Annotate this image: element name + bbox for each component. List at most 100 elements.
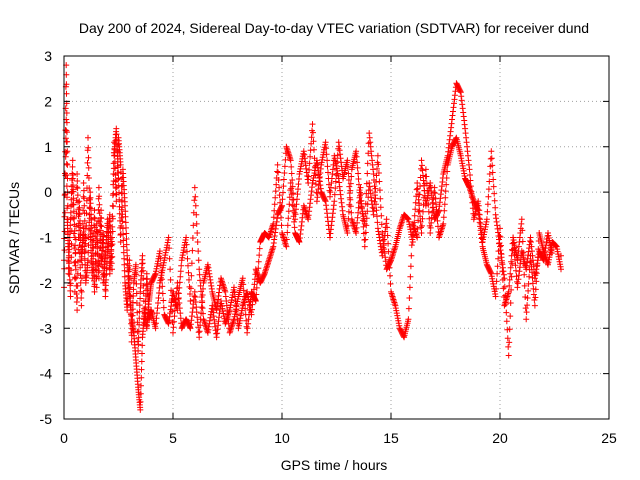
data-point [277,199,284,206]
data-point [64,161,71,168]
data-point [73,184,80,191]
data-point [345,177,352,183]
data-point [184,255,191,262]
data-point [120,249,127,256]
data-point [384,232,391,239]
data-point [192,202,199,209]
data-point [290,190,297,197]
data-point [121,261,128,268]
data-point [519,227,526,234]
data-point [532,294,539,301]
data-point [170,324,177,331]
data-point [63,110,70,116]
data-point [135,347,142,354]
data-point [124,307,131,314]
data-point [93,226,100,233]
data-point [359,217,366,224]
data-point [129,312,136,319]
data-point [117,239,124,245]
data-point [169,308,175,315]
data-point [139,350,145,357]
data-point [241,293,248,300]
data-point [270,220,277,227]
data-point [74,178,81,184]
data-point [118,214,125,221]
data-point [136,315,143,322]
data-point [332,178,339,185]
data-point [88,216,95,223]
data-point [418,224,424,231]
data-point [347,203,354,210]
data-point [440,220,447,227]
y-tick-label: 0 [44,184,52,200]
data-point [485,186,492,193]
data-point [524,302,531,309]
data-point [431,184,438,191]
data-point [69,177,75,183]
data-point [95,275,102,282]
data-point [191,184,198,191]
data-point [156,248,163,255]
data-point [129,325,136,332]
data-point [506,339,513,346]
data-point [310,138,317,145]
data-point [287,157,294,164]
data-point [77,217,83,224]
data-point [484,208,491,215]
data-point [97,222,104,229]
data-point [441,201,448,208]
data-point [289,202,296,209]
data-point [114,170,121,176]
data-point [432,190,439,197]
data-point [443,175,450,181]
data-point [63,160,70,167]
data-point [135,334,142,341]
data-point [139,342,146,349]
data-point [70,208,77,215]
data-point [518,216,525,223]
data-point [91,288,98,295]
data-point [521,271,528,278]
y-tick-label: -2 [40,275,53,291]
data-point [323,151,330,158]
data-point [85,242,92,249]
data-point [424,187,431,194]
data-point [85,226,92,233]
data-point [359,210,366,217]
data-point [504,335,511,342]
data-point [121,255,128,262]
data-point [76,211,83,218]
data-point [412,206,419,213]
data-point [166,245,173,252]
data-point [441,207,448,214]
data-point [118,190,125,197]
data-point [88,222,95,229]
data-point [119,204,126,211]
data-point [276,184,283,191]
data-point [137,295,144,302]
data-point [66,276,73,283]
data-point [123,241,130,248]
data-point [85,134,91,141]
data-point [434,217,441,224]
data-point [488,155,495,162]
data-point [507,264,514,271]
data-point [375,170,382,176]
data-point [487,155,494,162]
data-point [109,234,115,241]
data-point [410,232,417,239]
data-point [355,170,362,177]
data-point [282,156,289,163]
data-point [65,249,72,256]
data-point [277,207,284,214]
data-point [62,209,68,216]
data-point [77,224,84,231]
data-point [511,245,517,252]
data-point [143,281,150,288]
data-point [113,184,120,191]
data-point [136,308,143,315]
data-point [425,208,432,215]
data-point [364,170,371,177]
data-point [417,218,424,225]
